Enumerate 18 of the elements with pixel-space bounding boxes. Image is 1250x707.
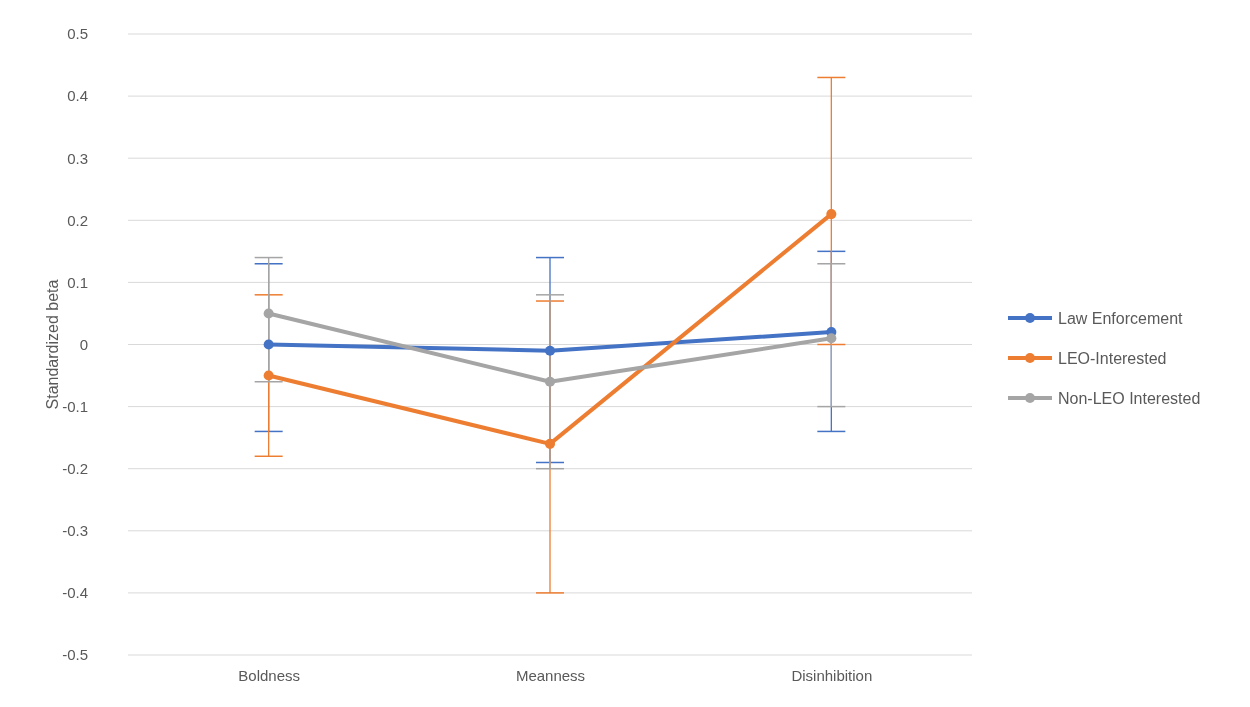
legend-label: LEO-Interested [1058,349,1167,367]
y-tick-label: -0.2 [62,460,88,477]
y-tick-label: 0.4 [67,87,88,105]
y-tick-label: -0.1 [62,397,88,415]
y-tick-label: 0.2 [67,211,88,229]
y-tick-label: -0.3 [62,522,88,540]
y-tick-label: 0.5 [67,25,88,43]
x-tick-label: Meanness [515,666,586,684]
y-axis-title: Standardized beta [44,279,61,410]
legend-label: Non-LEO Interested [1058,389,1201,407]
y-tick-label: 0.1 [67,273,88,291]
y-tick-label: 0 [79,335,88,353]
y-tick-label: -0.4 [62,584,88,602]
y-tick-label: -0.5 [62,646,88,664]
y-tick-label: 0.3 [67,149,88,167]
legend-label: Law Enforcement [1058,309,1184,327]
x-tick-label: Disinhibition [791,666,873,684]
x-tick-label: Boldness [238,666,301,684]
